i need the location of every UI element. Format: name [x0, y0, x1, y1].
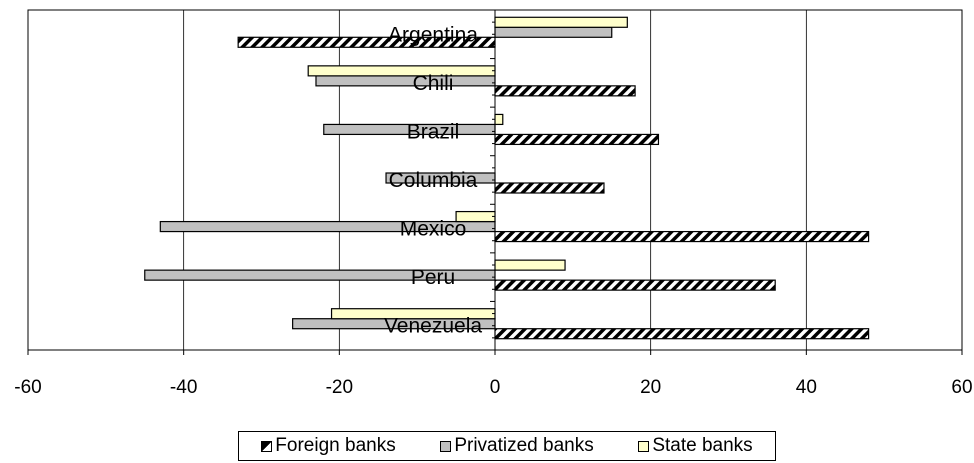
- legend-item-privatized: Privatized banks: [440, 435, 594, 457]
- category-label-mexico: Mexico: [400, 218, 467, 241]
- x-tick-label: -60: [14, 377, 41, 398]
- bar-foreign-banks-peru: [494, 279, 776, 291]
- category-label-argentina: Argentina: [388, 23, 478, 46]
- bar-state-banks-chili: [307, 65, 496, 77]
- bar-privatized-banks-argentina: [494, 26, 613, 38]
- bar-foreign-banks-venezuela: [494, 328, 870, 340]
- bar-foreign-banks-brazil: [494, 133, 660, 146]
- x-tick-label: 60: [951, 377, 972, 398]
- legend-label-foreign: Foreign banks: [275, 435, 396, 456]
- category-label-columbia: Columbia: [389, 169, 478, 192]
- legend-item-foreign: Foreign banks: [261, 435, 396, 457]
- bars: [144, 16, 870, 340]
- category-label-venezuela: Venezuela: [384, 315, 482, 338]
- state-banks-swatch: [638, 440, 650, 452]
- category-label-peru: Peru: [411, 266, 455, 289]
- category-label-brazil: Brazil: [407, 120, 460, 143]
- x-tick-label: -40: [170, 377, 197, 398]
- labels: -60 -40 -20 0 20 40 60 Argentina Chili Brazil Colu…: [14, 23, 972, 398]
- legend-label-state: State banks: [652, 435, 753, 456]
- bar-state-banks-peru: [494, 259, 566, 271]
- x-tick-label: 0: [490, 377, 501, 398]
- legend-item-state: State banks: [638, 435, 753, 457]
- bar-state-banks-brazil: [494, 113, 504, 126]
- legend: Foreign banks Privatized banks State ban…: [238, 431, 776, 461]
- x-tick-label: -20: [326, 377, 353, 398]
- bar-foreign-banks-mexico: [494, 230, 870, 243]
- foreign-banks-swatch: [261, 440, 273, 452]
- category-label-chili: Chili: [413, 72, 454, 95]
- bar-foreign-banks-chili: [494, 85, 636, 97]
- legend-label-privatized: Privatized banks: [454, 435, 594, 456]
- privatized-banks-swatch: [440, 440, 452, 452]
- x-tick-label: 40: [796, 377, 817, 398]
- bar-foreign-banks-columbia: [494, 182, 605, 194]
- x-tick-label: 20: [640, 377, 661, 398]
- bar-privatized-banks-chili: [315, 75, 496, 87]
- axes: [27, 9, 963, 355]
- bar-state-banks-argentina: [494, 16, 628, 28]
